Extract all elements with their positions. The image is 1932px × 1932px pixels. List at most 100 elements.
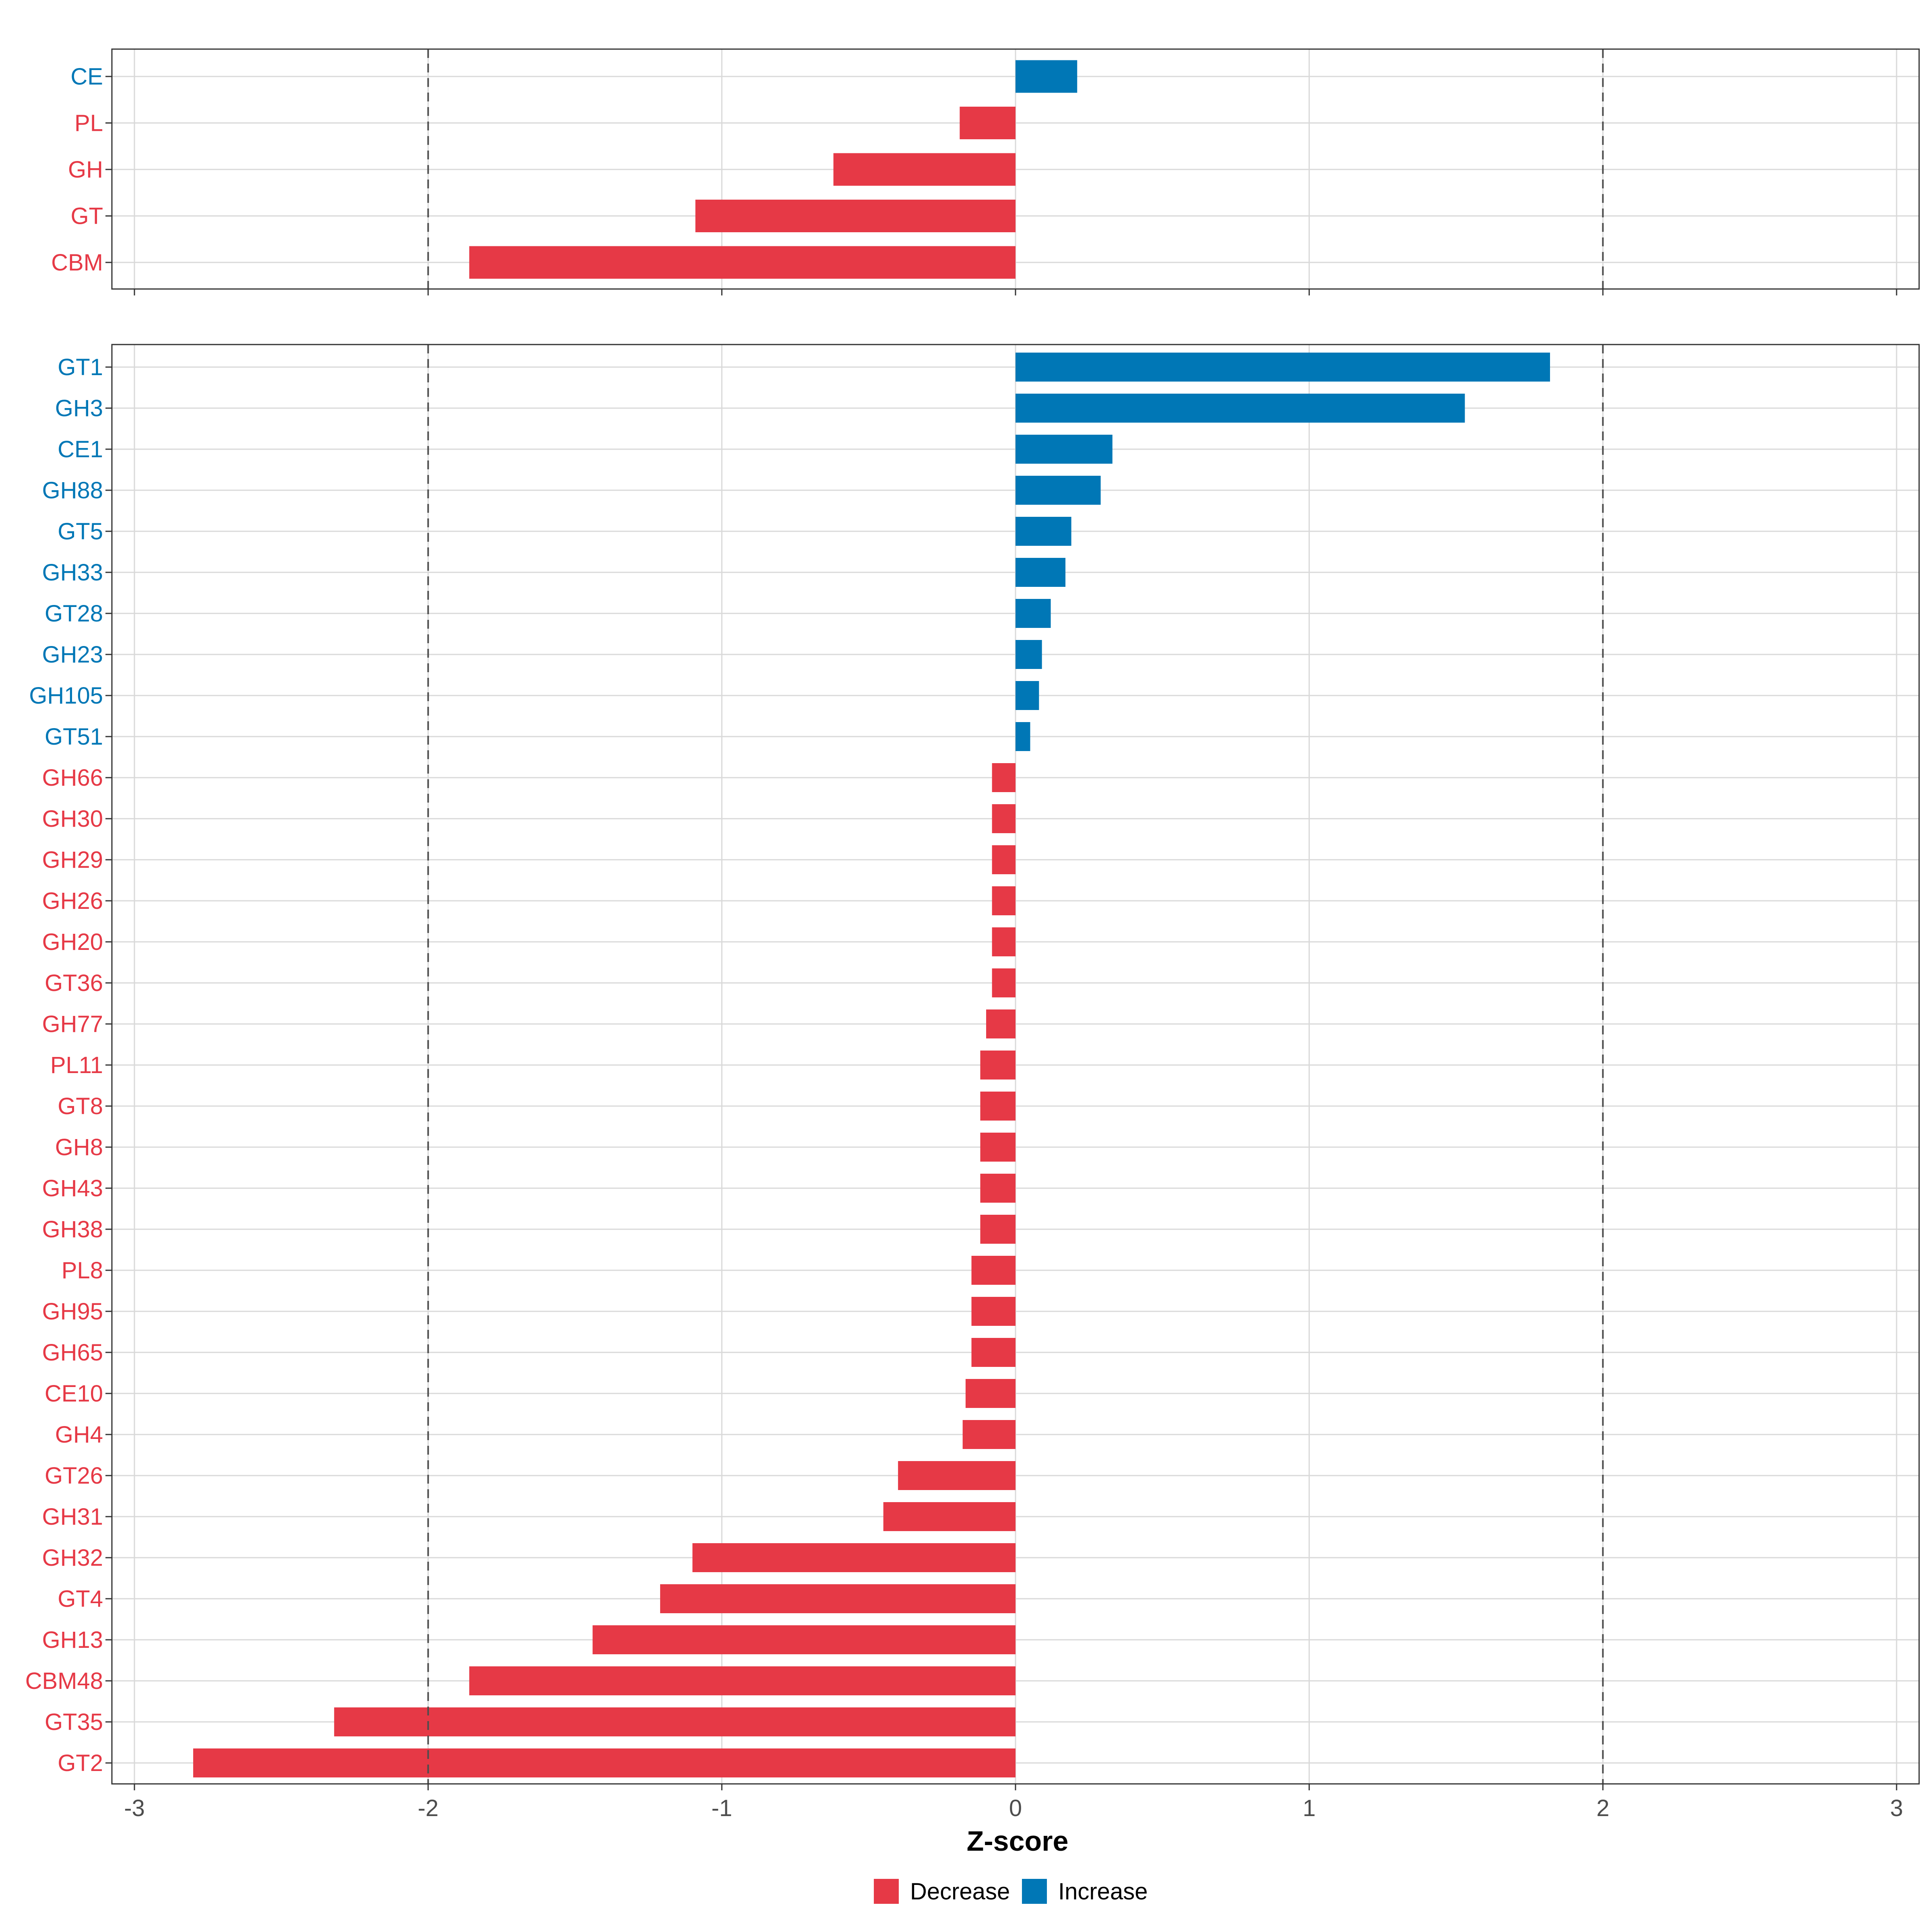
bar-GH32: [692, 1543, 1016, 1572]
bar-CE1: [1016, 435, 1113, 464]
category-label: GH13: [42, 1627, 103, 1653]
bar-GH: [833, 153, 1016, 186]
category-label: GT51: [45, 724, 103, 750]
panel-top: CE PL GH GT CBM: [51, 48, 1920, 295]
bar-GT26: [898, 1461, 1016, 1490]
category-label: GT4: [58, 1586, 103, 1612]
category-label: GH23: [42, 642, 103, 668]
category-label: GH30: [42, 806, 103, 832]
bar-GH4: [962, 1420, 1016, 1449]
bar-GT35: [334, 1707, 1016, 1736]
category-label: GT36: [45, 970, 103, 996]
category-label: PL: [74, 110, 103, 136]
category-label: GH31: [42, 1504, 103, 1530]
category-label: GT28: [45, 601, 103, 627]
legend-swatch: [874, 1879, 899, 1904]
legend-item-decrease: Decrease: [874, 1878, 1010, 1905]
category-label: GH77: [42, 1011, 103, 1037]
category-label: GH66: [42, 765, 103, 791]
category-label: PL11: [50, 1052, 103, 1078]
x-tick-label: 0: [1009, 1795, 1022, 1821]
bar-GH20: [992, 927, 1016, 956]
category-label: GT: [70, 203, 103, 229]
bar-GH105: [1016, 681, 1039, 710]
bar-GH3: [1016, 394, 1465, 423]
bar-GT8: [980, 1092, 1016, 1121]
x-tick-label: -3: [124, 1795, 145, 1821]
bar-GT2: [193, 1748, 1016, 1777]
x-tick-label: 2: [1596, 1795, 1609, 1821]
bar-GH66: [992, 763, 1016, 792]
bar-GT28: [1016, 599, 1051, 628]
bar-CBM: [469, 246, 1016, 279]
bar-GH43: [980, 1174, 1016, 1203]
category-label: GH3: [55, 395, 103, 421]
bar-PL11: [980, 1051, 1016, 1080]
x-axis: -3 -2 -1 0 1 2 3: [124, 1795, 1903, 1821]
category-label: GT1: [58, 354, 103, 380]
category-label: GT8: [58, 1093, 103, 1119]
category-label: GH33: [42, 559, 103, 586]
bar-GH33: [1016, 558, 1066, 587]
bar-GH23: [1016, 640, 1042, 669]
category-label: GH26: [42, 888, 103, 914]
category-label: GT5: [58, 518, 103, 545]
panel-bottom: GT1 GH3 CE1 GH88 GT5 GH33 GT28 GH23 GH105 GT51 GH6…: [25, 344, 1920, 1790]
bar-GH13: [592, 1625, 1016, 1654]
category-label: GH43: [42, 1175, 103, 1201]
category-label: GH38: [42, 1216, 103, 1243]
legend-label: Increase: [1058, 1878, 1148, 1905]
category-label: CBM: [51, 250, 103, 276]
bar-GH31: [883, 1502, 1016, 1531]
bar-GT: [695, 200, 1016, 232]
bar-GH65: [971, 1338, 1016, 1367]
bar-GH26: [992, 886, 1016, 915]
category-label: GH65: [42, 1340, 103, 1366]
bar-GH29: [992, 845, 1016, 874]
bar-GT51: [1016, 722, 1030, 751]
x-axis-title: Z-score: [967, 1825, 1069, 1857]
category-label: GT26: [45, 1463, 103, 1489]
bar-GH88: [1016, 476, 1101, 505]
category-label: CE1: [58, 436, 103, 462]
bar-GH77: [986, 1009, 1016, 1038]
bar-CE: [1016, 60, 1077, 93]
category-label: GH95: [42, 1298, 103, 1325]
x-tick-label: -1: [712, 1795, 733, 1821]
bar-GT4: [660, 1584, 1016, 1613]
category-label: GT35: [45, 1709, 103, 1735]
bar-GH95: [971, 1297, 1016, 1326]
x-tick-label: 1: [1303, 1795, 1316, 1821]
legend: Decrease Increase: [874, 1878, 1148, 1905]
category-label: GT2: [58, 1750, 103, 1776]
bar-PL8: [971, 1256, 1016, 1285]
bar-GH38: [980, 1215, 1016, 1244]
bar-CE10: [965, 1379, 1016, 1408]
category-label: GH29: [42, 847, 103, 873]
bar-GH30: [992, 804, 1016, 833]
panels: CEPLGHGTCBMGT1GH3CE1GH88GT5GH33GT28GH23G…: [25, 48, 1920, 1790]
category-label: GH: [68, 157, 103, 183]
category-label: CBM48: [25, 1668, 103, 1694]
x-tick-label: -2: [418, 1795, 439, 1821]
category-label: GH32: [42, 1545, 103, 1571]
category-label: GH4: [55, 1422, 103, 1448]
legend-label: Decrease: [910, 1878, 1010, 1905]
bar-GT5: [1016, 517, 1071, 546]
bar-GT1: [1016, 353, 1550, 382]
legend-item-increase: Increase: [1022, 1878, 1148, 1905]
category-label: GH88: [42, 477, 103, 504]
x-tick-label: 3: [1890, 1795, 1903, 1821]
bar-GT36: [992, 968, 1016, 997]
bar-CBM48: [469, 1666, 1016, 1695]
category-label: GH8: [55, 1134, 103, 1160]
category-label: GH20: [42, 929, 103, 955]
category-label: PL8: [62, 1257, 103, 1284]
legend-swatch: [1022, 1879, 1047, 1904]
category-label: CE: [70, 64, 103, 90]
category-label: GH105: [29, 683, 103, 709]
bar-PL: [960, 107, 1016, 139]
bar-GH8: [980, 1133, 1016, 1162]
category-label: CE10: [45, 1381, 103, 1407]
